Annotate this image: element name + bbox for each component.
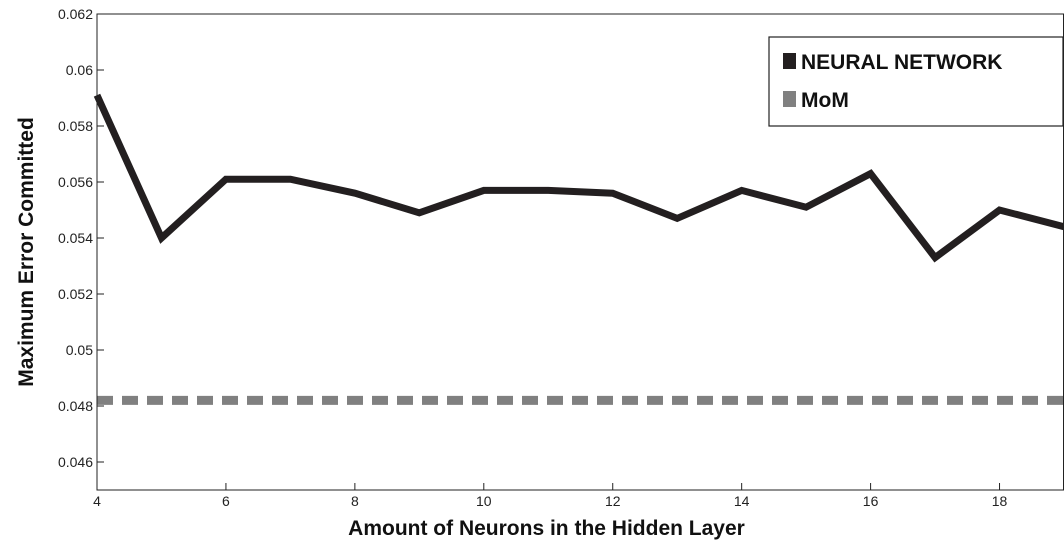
- x-tick-label: 6: [222, 493, 230, 509]
- x-tick-label: 10: [476, 493, 492, 509]
- y-tick-label: 0.062: [58, 6, 93, 22]
- y-tick-label: 0.05: [66, 342, 93, 358]
- legend-swatch-mom: [783, 91, 796, 107]
- legend-label-mom: MoM: [801, 89, 849, 112]
- x-tick-label: 12: [605, 493, 621, 509]
- x-tick-label: 14: [734, 493, 750, 509]
- y-tick-label: 0.058: [58, 118, 93, 134]
- y-tick-label: 0.06: [66, 62, 93, 78]
- legend-label-neural-network: NEURAL NETWORK: [801, 51, 1002, 74]
- y-tick-label: 0.056: [58, 174, 93, 190]
- x-tick-label: 16: [863, 493, 879, 509]
- x-tick-label: 8: [351, 493, 359, 509]
- axis-layer: 0.046 0.048 0.05 0.052 0.054 0.056 0.058 0.06 0.…: [58, 6, 1008, 509]
- y-axis-title: Maximum Error Committed: [15, 117, 38, 387]
- x-tick-label: 18: [992, 493, 1008, 509]
- legend-swatch-neural-network: [783, 53, 796, 69]
- y-tick-label: 0.054: [58, 230, 93, 246]
- series-line-neural-network: [93, 93, 1064, 263]
- y-tick-label: 0.052: [58, 286, 93, 302]
- series-layer: [93, 93, 1064, 405]
- x-axis-title: Amount of Neurons in the Hidden Layer: [348, 517, 745, 540]
- y-tick-label: 0.048: [58, 398, 93, 414]
- legend: NEURAL NETWORK MoM: [768, 36, 1064, 127]
- legend-box: [768, 36, 1064, 127]
- x-tick-label: 4: [93, 493, 101, 509]
- y-tick-label: 0.046: [58, 454, 93, 470]
